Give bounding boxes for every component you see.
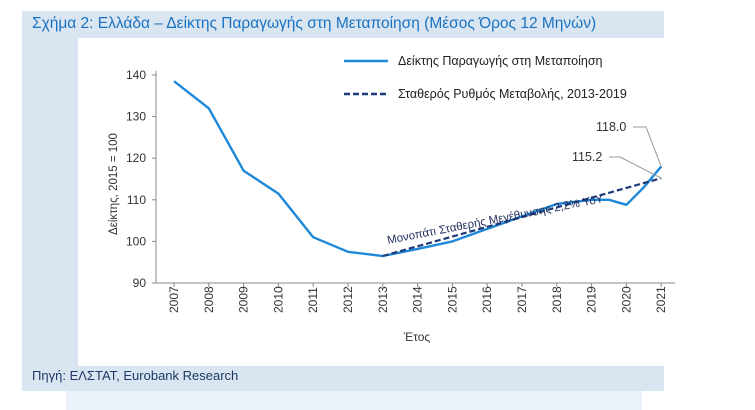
x-tick-label: 2010 [271, 286, 285, 313]
x-tick-label: 2009 [237, 286, 251, 313]
y-tick-label: 120 [126, 151, 146, 165]
y-tick-label: 100 [126, 234, 146, 248]
series-line-trend [382, 177, 662, 258]
y-tick-label: 130 [126, 110, 146, 124]
legend-label: Σταθερός Ρυθμός Μεταβολής, 2013-2019 [398, 87, 627, 101]
annotation-trend-label: Μονοπάτι Σταθερής Μεγέθυνσης 2,2% YoY [386, 193, 604, 247]
figure-panel-shadow [66, 391, 642, 410]
figure-title: Σχήμα 2: Ελλάδα – Δείκτης Παραγωγής στη … [32, 15, 597, 32]
x-tick-label: 2019 [585, 286, 599, 313]
annotation-label-118: 118.0 [596, 120, 626, 134]
x-tick-label: 2013 [376, 286, 390, 313]
x-tick-label: 2021 [654, 286, 668, 313]
legend: Δείκτης Παραγωγής στη Μεταποίηση Σταθερός… [344, 54, 627, 101]
x-tick-label: 2011 [306, 287, 320, 313]
annotations: 118.0 115.2 Μονοπάτι Σταθερής Μεγέθυνσης 2… [386, 120, 662, 247]
x-tick-label: 2012 [341, 286, 355, 313]
x-tick-label: 2018 [550, 286, 564, 313]
annotation-leader-115 [609, 156, 662, 179]
x-tick-label: 2016 [480, 286, 494, 313]
annotation-leader-118 [633, 126, 662, 167]
plot-area [78, 38, 696, 366]
x-tick-label: 2015 [445, 286, 459, 313]
y-tick-label: 90 [133, 276, 147, 290]
x-tick-label: 2007 [167, 286, 181, 313]
x-tick-label: 2020 [619, 286, 633, 313]
annotation-label-115: 115.2 [572, 150, 602, 164]
series-group [173, 80, 663, 258]
y-tick-label: 140 [126, 68, 146, 82]
x-ticks: 2007 2008 2009 2010 2011 2012 2013 2014 2015 2016… [167, 283, 668, 313]
x-tick-label: 2008 [202, 286, 216, 313]
y-axis-label: Δείκτης, 2015 = 100 [108, 133, 120, 235]
x-tick-label: 2014 [411, 286, 425, 313]
x-tick-label: 2017 [515, 286, 529, 313]
y-ticks: 90 100 110 120 130 140 [126, 68, 156, 290]
source-note: Πηγή: ΕΛΣΤΑΤ, Eurobank Research [32, 368, 239, 383]
series-line-index [173, 80, 663, 258]
axes [155, 71, 676, 284]
y-tick-label: 110 [127, 193, 146, 207]
x-axis-label: Έτος [403, 330, 431, 344]
legend-label: Δείκτης Παραγωγής στη Μεταποίηση [398, 54, 603, 68]
